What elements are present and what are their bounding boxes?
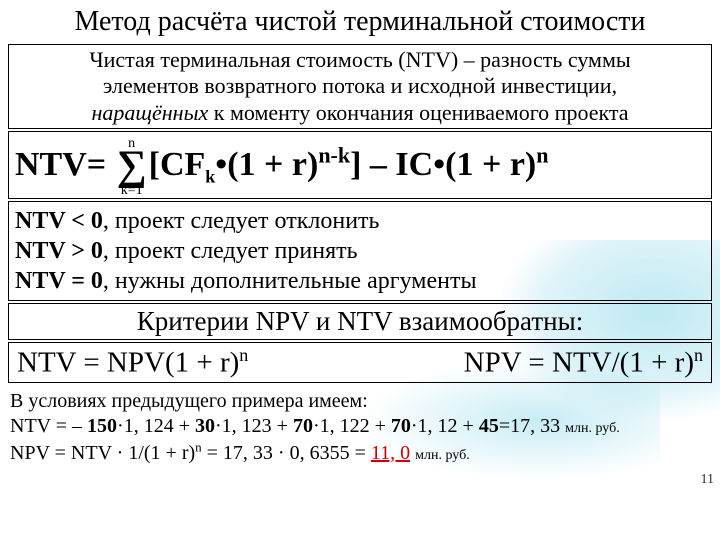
ex-l2g: ·1, 122 + — [313, 415, 391, 437]
example-block: В условиях предыдущего примера имеем: NT… — [0, 385, 720, 466]
slide-title: Метод расчёта чистой терминальной стоимо… — [0, 0, 720, 42]
rule1-text: , проект следует отклонить — [103, 208, 380, 234]
ex-l2d: 30 — [195, 415, 215, 437]
pair-left: NTV = NPV(1 + r)n — [17, 345, 248, 380]
ex-l2k: =17, 33 — [499, 415, 565, 437]
ex-mln1: млн. руб. — [565, 421, 620, 436]
ex-l3a: NPV = NTV · 1/(1 + r) — [10, 442, 195, 464]
ex-l2b: 150 — [87, 415, 117, 437]
sigma: n∑k=1 — [117, 138, 147, 196]
formula-body3: ] – IC•(1 + r) — [350, 146, 536, 183]
formula-lhs: NTV= — [15, 146, 115, 183]
example-l2: NTV = – 150·1, 124 + 30·1, 123 + 70·1, 1… — [10, 415, 620, 437]
conversion-pair-box: NTV = NPV(1 + r)n NPV = NTV/(1 + r)n — [8, 342, 712, 383]
def-line3-em: наращённых — [91, 100, 208, 125]
main-formula-box: NTV= n∑k=1[CFk•(1 + r)n-k] – IC•(1 + r)n — [8, 131, 712, 199]
pair-right-base: NPV = NTV/(1 + r) — [464, 347, 694, 379]
ex-l3b: = 17, 33 · 0, 6355 = — [202, 442, 371, 464]
def-line1: Чистая терминальная стоимость (NTV) – ра… — [89, 47, 630, 72]
formula-exp1: n-k — [318, 143, 350, 168]
pair-right: NPV = NTV/(1 + r)n — [464, 345, 703, 380]
example-l3: NPV = NTV · 1/(1 + r)n = 17, 33 · 0, 635… — [10, 442, 470, 464]
pair-left-base: NTV = NPV(1 + r) — [17, 347, 239, 379]
formula-body2: •(1 + r) — [215, 146, 318, 183]
definition-box: Чистая терминальная стоимость (NTV) – ра… — [8, 44, 712, 129]
rule3-text: , нужны дополнительные аргументы — [103, 268, 477, 294]
ex-l2f: 70 — [293, 415, 313, 437]
pair-left-sup: n — [239, 345, 248, 365]
def-line2: элементов возвратного потока и исходной … — [103, 73, 617, 98]
formula-body1: [CF — [149, 146, 206, 183]
ex-l3-highlight: 11, 0 — [371, 442, 410, 464]
decision-rules-box: NTV < 0, проект следует отклонить NTV > … — [8, 201, 712, 301]
page-number: 11 — [701, 472, 714, 488]
rule2-text: , проект следует принять — [103, 238, 358, 264]
rule1-cond: NTV < 0 — [15, 208, 103, 234]
criteria-box: Критерии NPV и NTV взаимообратны: — [8, 303, 712, 340]
example-l1: В условиях предыдущего примера имеем: — [10, 390, 368, 412]
ex-l2c: ·1, 124 + — [117, 415, 195, 437]
formula-sub-k: k — [205, 167, 215, 187]
def-line3-rest: к моменту окончания оцениваемого проекта — [208, 100, 628, 125]
ex-mln2: млн. руб. — [415, 448, 470, 463]
ex-l2a: NTV = – — [10, 415, 87, 437]
pair-right-sup: n — [694, 345, 703, 365]
formula-exp2: n — [536, 143, 548, 168]
ex-l2j: 45 — [479, 415, 499, 437]
ex-l2h: 70 — [391, 415, 411, 437]
rule3-cond: NTV = 0 — [15, 268, 103, 294]
ex-l2e: ·1, 123 + — [215, 415, 293, 437]
sigma-symbol: ∑ — [117, 149, 147, 185]
rule2-cond: NTV > 0 — [15, 238, 103, 264]
sigma-bottom: k=1 — [117, 185, 147, 196]
ex-l2i: ·1, 12 + — [411, 415, 479, 437]
